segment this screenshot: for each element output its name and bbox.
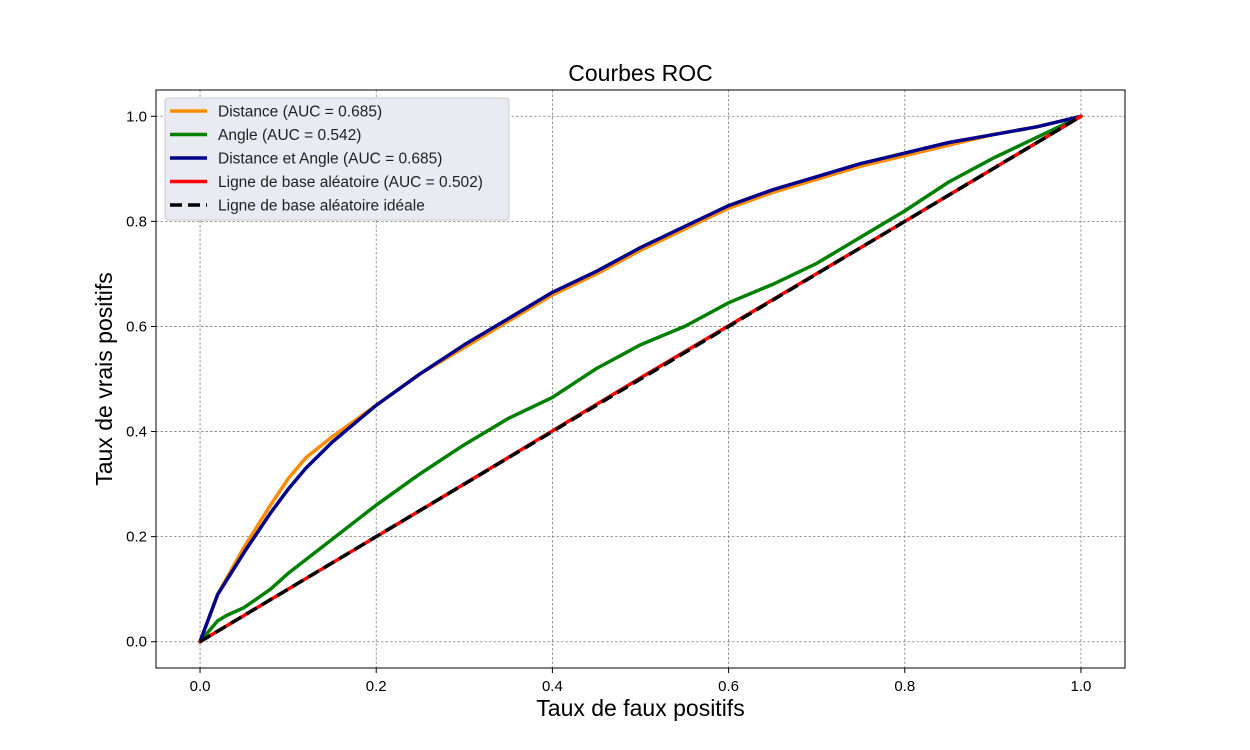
- x-tick-label: 0.0: [190, 678, 211, 695]
- x-tick-label: 1.0: [1071, 678, 1092, 695]
- y-tick-label: 1.0: [126, 108, 147, 125]
- legend: Distance (AUC = 0.685) Angle (AUC = 0.542…: [164, 97, 510, 221]
- y-ticks: 0.0 0.2 0.4 0.6 0.8 1.0: [126, 108, 156, 651]
- y-tick-label: 0.0: [126, 634, 147, 651]
- y-tick-label: 0.6: [126, 318, 147, 335]
- y-tick-label: 0.2: [126, 529, 147, 546]
- y-tick-label: 0.4: [126, 424, 147, 441]
- series-line-2: [198, 114, 1083, 644]
- y-axis-label: Taux de vrais positifs: [91, 272, 117, 485]
- x-tick-label: 0.4: [542, 678, 563, 695]
- legend-label-2: Angle (AUC = 0.542): [218, 127, 361, 144]
- x-axis-label: Taux de faux positifs: [536, 695, 744, 721]
- series-line-5: [199, 114, 1082, 644]
- legend-label-5: Ligne de base aléatoire idéale: [218, 198, 425, 215]
- legend-label-4: Ligne de base aléatoire (AUC = 0.502): [218, 174, 483, 191]
- series-line-1: [198, 114, 1083, 644]
- plot-series: [198, 114, 1083, 644]
- chart-title: Courbes ROC: [568, 60, 712, 86]
- plot-frame: [155, 89, 1126, 669]
- x-tick-label: 0.8: [894, 678, 915, 695]
- legend-label-3: Distance et Angle (AUC = 0.685): [218, 151, 442, 168]
- x-tick-label: 0.6: [718, 678, 739, 695]
- y-tick-label: 0.8: [126, 213, 147, 230]
- series-line-3: [198, 114, 1083, 644]
- legend-box: [164, 97, 510, 221]
- x-ticks: 0.0 0.2 0.4 0.6 0.8 1.0: [190, 668, 1092, 695]
- legend-label-1: Distance (AUC = 0.685): [218, 104, 382, 121]
- x-tick-label: 0.2: [366, 678, 387, 695]
